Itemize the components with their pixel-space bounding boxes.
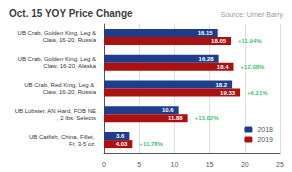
svg-text:18.2: 18.2: [215, 82, 227, 88]
svg-text:Claw, 16-20, Russia: Claw, 16-20, Russia: [41, 37, 97, 43]
svg-text:Source: Urner Barry: Source: Urner Barry: [221, 11, 284, 19]
svg-text:Claw, 16-20, Russia: Claw, 16-20, Russia: [43, 89, 97, 95]
svg-text:5: 5: [137, 161, 141, 168]
svg-text:, 2 lbs. Selects: , 2 lbs. Selects: [57, 115, 96, 121]
svg-text:2018: 2018: [257, 126, 273, 133]
svg-text:18.4: 18.4: [217, 64, 229, 70]
svg-text:+11.78%: +11.78%: [139, 141, 163, 147]
svg-text:3.6: 3.6: [116, 133, 125, 139]
svg-text:20: 20: [241, 161, 249, 168]
svg-text:Fr, 3-5 oz.: Fr, 3-5 oz.: [69, 141, 96, 147]
svg-text:2019: 2019: [257, 136, 273, 143]
svg-text:UB Catfish, China, Fillet,: UB Catfish, China, Fillet,: [29, 134, 96, 140]
svg-text:10.6: 10.6: [162, 107, 174, 113]
svg-text:+13.02%: +13.02%: [195, 115, 220, 121]
svg-text:UB Lobster, AN Hard, FOB NE: UB Lobster, AN Hard, FOB NE: [15, 108, 96, 114]
svg-text:Oct. 15 YOY Price Change: Oct. 15 YOY Price Change: [9, 8, 133, 19]
svg-text:19.33: 19.33: [220, 90, 236, 96]
svg-text:16.15: 16.15: [198, 30, 214, 36]
svg-text:UB Crab, Golden King, Leg &: UB Crab, Golden King, Leg &: [18, 30, 96, 36]
svg-text:15: 15: [206, 161, 214, 168]
svg-text:0: 0: [102, 161, 106, 168]
svg-text:10: 10: [171, 161, 179, 168]
svg-text:+11.94%: +11.94%: [238, 38, 262, 44]
svg-text:+6.21%: +6.21%: [247, 90, 268, 96]
svg-text:UB Crab, Golden King, Leg &: UB Crab, Golden King, Leg &: [18, 56, 96, 62]
svg-text:25: 25: [276, 161, 284, 168]
svg-text:4.03: 4.03: [116, 141, 128, 147]
svg-text:18.05: 18.05: [211, 38, 227, 44]
svg-text:+12.08%: +12.08%: [241, 64, 266, 70]
svg-text:16.28: 16.28: [199, 56, 215, 62]
svg-text:UB Crab, Red King, Leg &: UB Crab, Red King, Leg &: [24, 82, 96, 88]
svg-text:11.88: 11.88: [168, 115, 183, 121]
svg-text:Claw, 16-20, Alaska: Claw, 16-20, Alaska: [42, 63, 97, 69]
